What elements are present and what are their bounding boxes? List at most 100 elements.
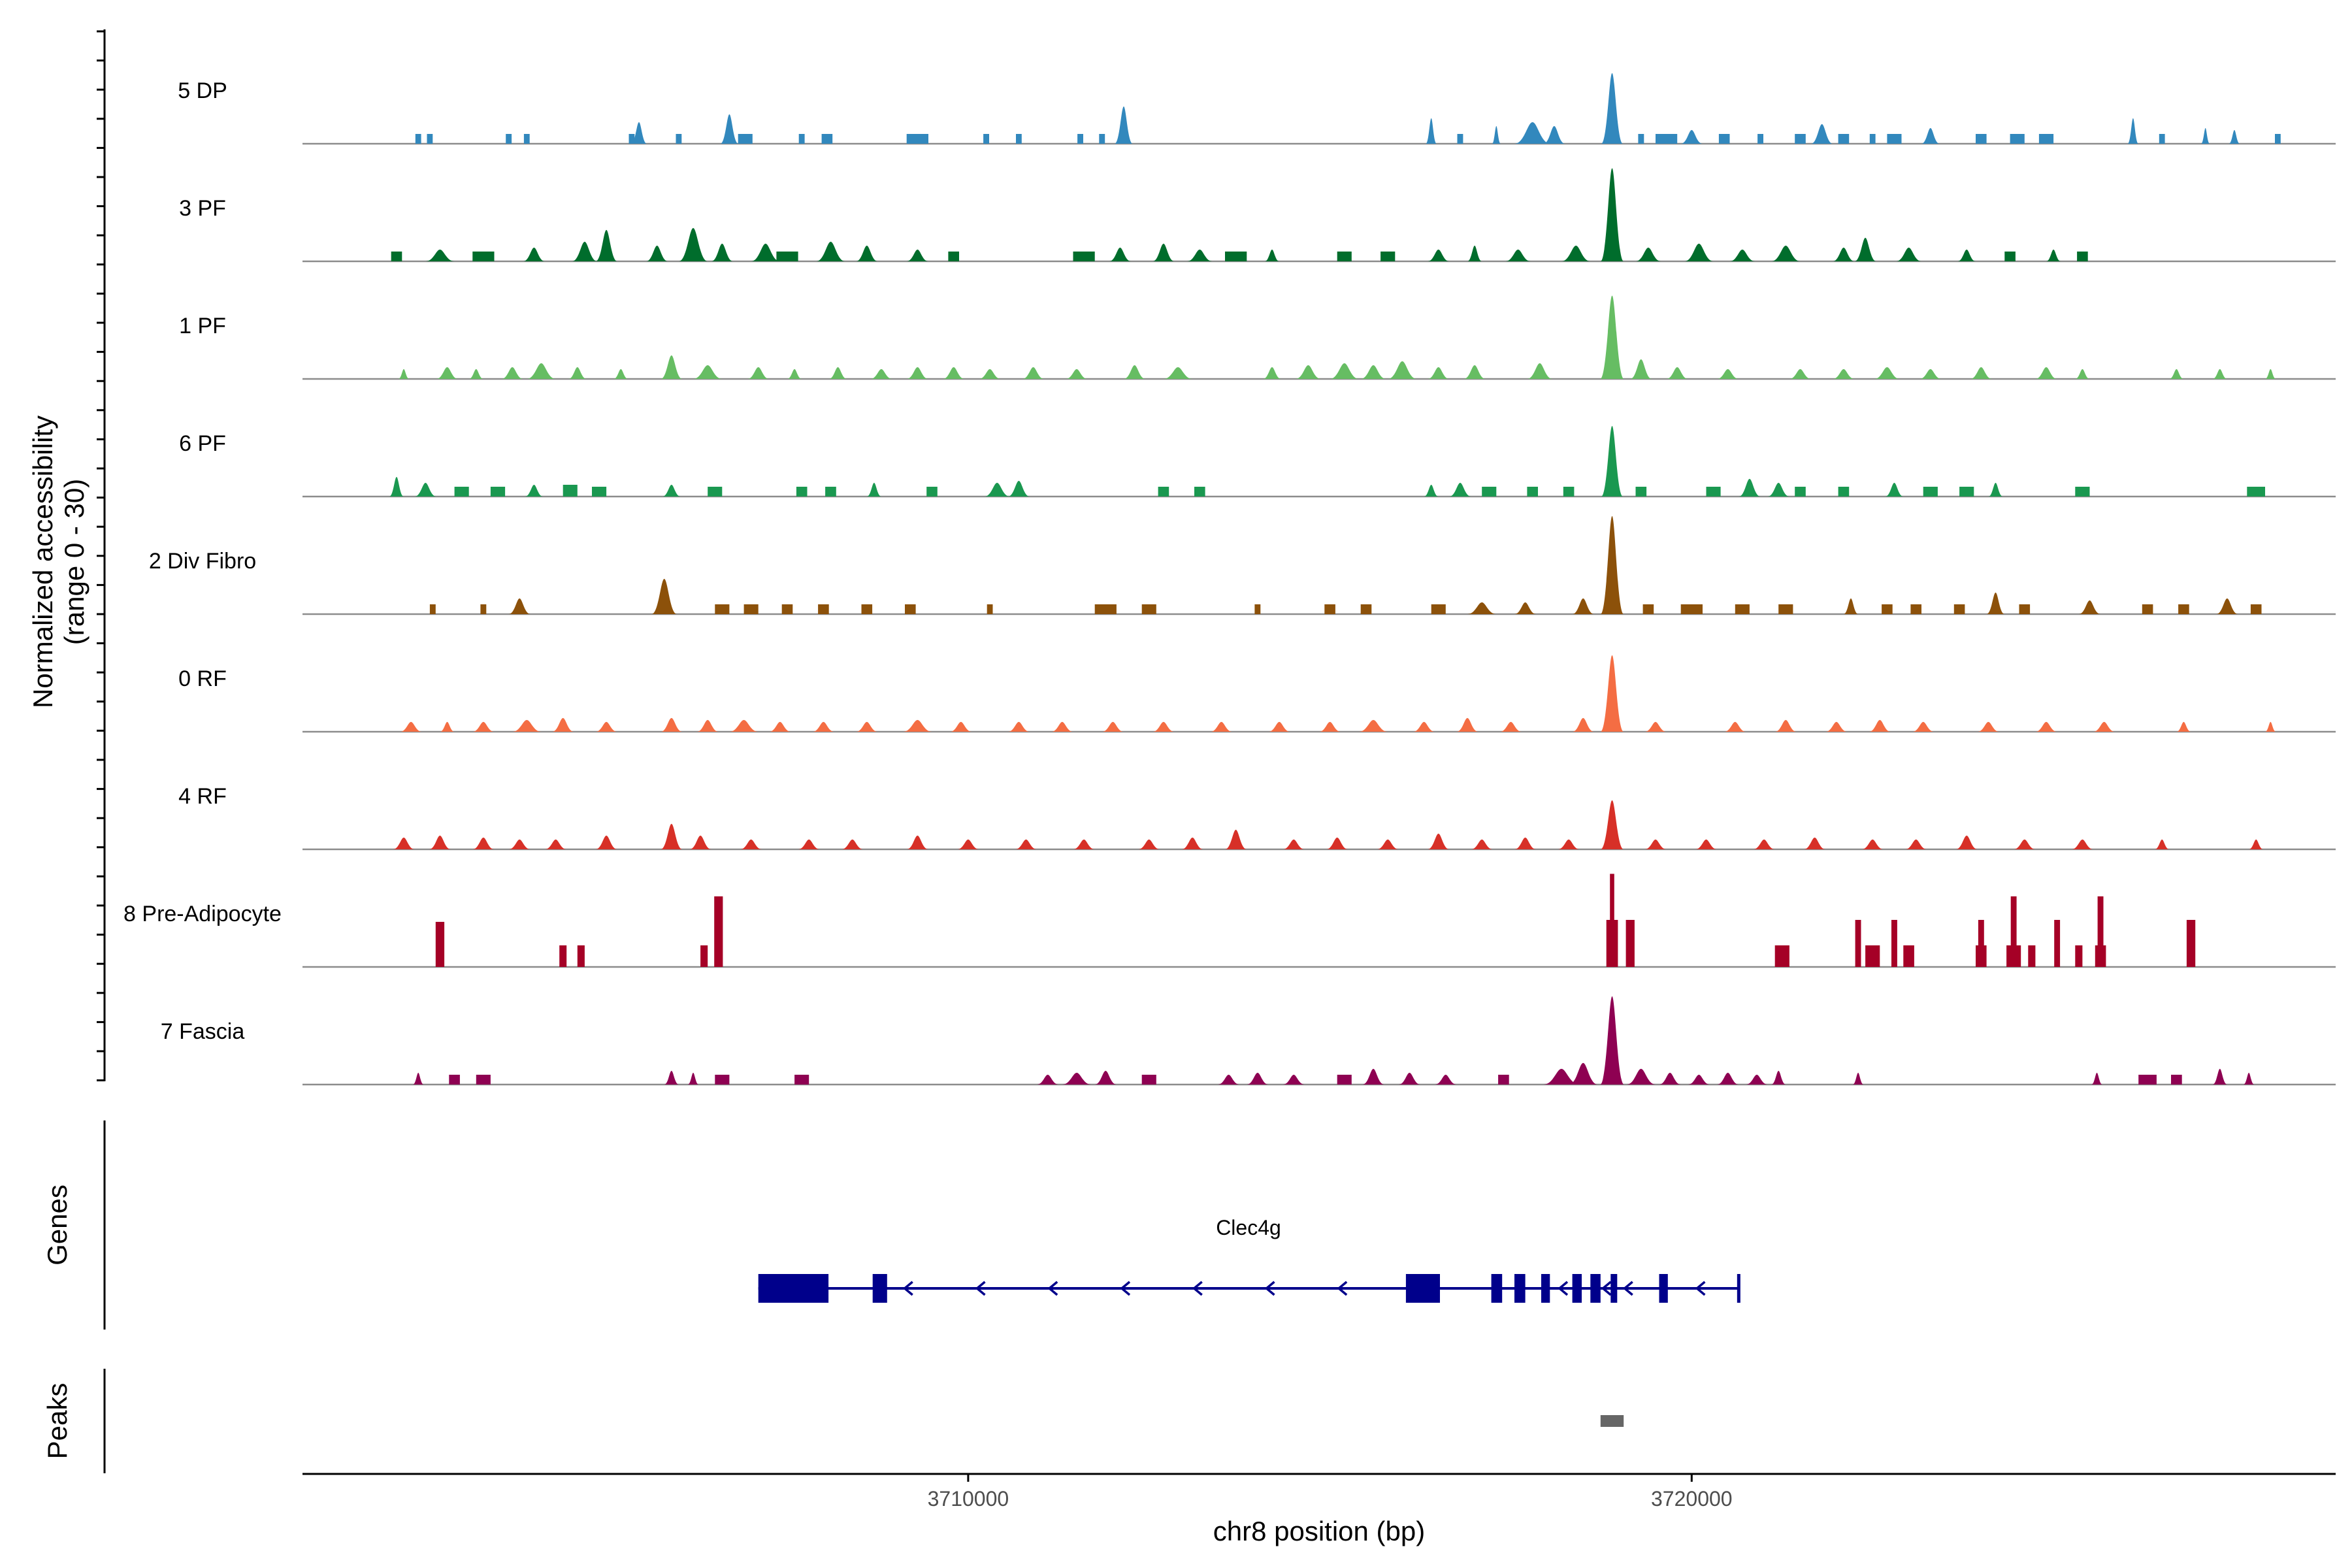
coverage-peak [2028,945,2036,967]
coverage-peak [1838,134,1850,144]
coverage-peak [1600,295,1624,379]
coverage-peak [1666,367,1688,379]
coverage-peak [630,122,647,144]
coverage-peak [1874,367,1900,379]
coverage-peak [2229,130,2240,144]
coverage-peak [1804,838,1826,849]
coverage-peak [1635,248,1661,261]
coverage-peak [577,945,585,967]
coverage-peak [1362,1069,1384,1085]
strand-arrow [1264,1281,1275,1296]
coverage-track: 0 RF [178,655,2336,733]
coverage-peak [2212,369,2227,379]
coverage-peak [436,367,459,379]
coverage-peak [664,1071,679,1085]
coverage-peak [2155,840,2170,849]
coverage-peak [1337,252,1352,261]
coverage-peak [1572,598,1594,614]
coverage-peak [2243,1073,2255,1085]
coverage-peak [948,252,959,261]
coverage-peak [1601,73,1624,144]
coverage-peak [661,718,683,732]
coverage-peak [787,369,802,379]
coverage-peak [1282,1075,1305,1085]
x-axis: 3710000 3720000 [302,1473,2336,1511]
coverage-peak [1398,1073,1420,1085]
coverage-peak [501,367,523,379]
coverage-peak [2035,722,2057,732]
coverage-peak [629,134,635,144]
coverage-peak [1225,830,1247,849]
coverage-peak [776,252,798,261]
strand-arrow [1695,1281,1706,1296]
coverage-peak [1527,487,1538,497]
coverage-peak [1833,369,1855,379]
coverage-peak [1115,106,1133,144]
coverage-peak [1767,483,1789,497]
coverage-peak [1099,134,1105,144]
coverage-peak [592,487,607,497]
coverage-peak [449,1075,460,1085]
coverage-peak [2171,1075,2182,1085]
gene-exon [1659,1274,1668,1303]
coverage-peak [1861,840,1884,849]
coverage-peak [708,487,723,497]
peaks-axis-label: Peaks [42,1383,73,1460]
coverage-peak [415,134,421,144]
coverage-peak [2201,128,2210,144]
coverage-peak [1282,840,1305,849]
coverage-peak [389,477,404,497]
coverage-peak [552,718,574,732]
coverage-peak [1771,246,1801,261]
coverage-peak [2046,250,2061,261]
coverage-peak [1428,250,1450,261]
coverage-peak [983,134,989,144]
coverage-peak [1630,359,1652,379]
coverage-peak [2212,1069,2227,1085]
coverage-peak [743,604,759,614]
coverage-peak [2250,604,2262,614]
coverage-peak [1073,840,1095,849]
coverage-peak [1254,604,1261,614]
coverage-peak [957,840,979,849]
coverage-peak [1959,487,1974,497]
coverage-peak [1626,1069,1656,1085]
coverage-peak [1680,604,1703,614]
coverage-peak [1600,168,1624,261]
coverage-peak [1825,722,1848,732]
strand-arrow [1558,1281,1569,1296]
coverage-peak [2077,252,2088,261]
gene-exon [758,1274,829,1303]
coverage-peak [1717,1073,1739,1085]
coverage-peak [472,722,495,732]
coverage-peak [1514,122,1551,144]
coverage-peak [870,369,892,379]
coverage-peak [1869,134,1876,144]
coverage-peak [1492,126,1501,144]
x-tick-label: 3720000 [1651,1487,1733,1511]
coverage-peak [1601,426,1624,497]
coverage-peak [1953,604,1965,614]
strand-arrow [1337,1281,1348,1296]
coverage-peak [812,722,834,732]
coverage-peak [472,838,495,849]
coverage-peak [1729,250,1756,261]
coverage-peak [2127,118,2139,144]
coverage-peak [1955,836,1978,849]
coverage-peak [1852,1073,1864,1085]
coverage-peak [2075,487,2090,497]
coverage-peak [798,840,820,849]
gene-exon [872,1274,887,1303]
coverage-peak [906,134,928,144]
coverage-peak [1896,248,1921,261]
coverage-peak [2014,840,2036,849]
track-label: 6 PF [179,431,226,456]
coverage-peak [1923,487,1938,497]
coverage-peak [2178,604,2189,614]
coverage-peak [984,483,1010,497]
coverage-peak [979,369,1001,379]
coverage-peak [1735,604,1750,614]
coverage-peak [1789,369,1812,379]
coverage-peak [1558,840,1580,849]
coverage-peak [2159,134,2165,144]
